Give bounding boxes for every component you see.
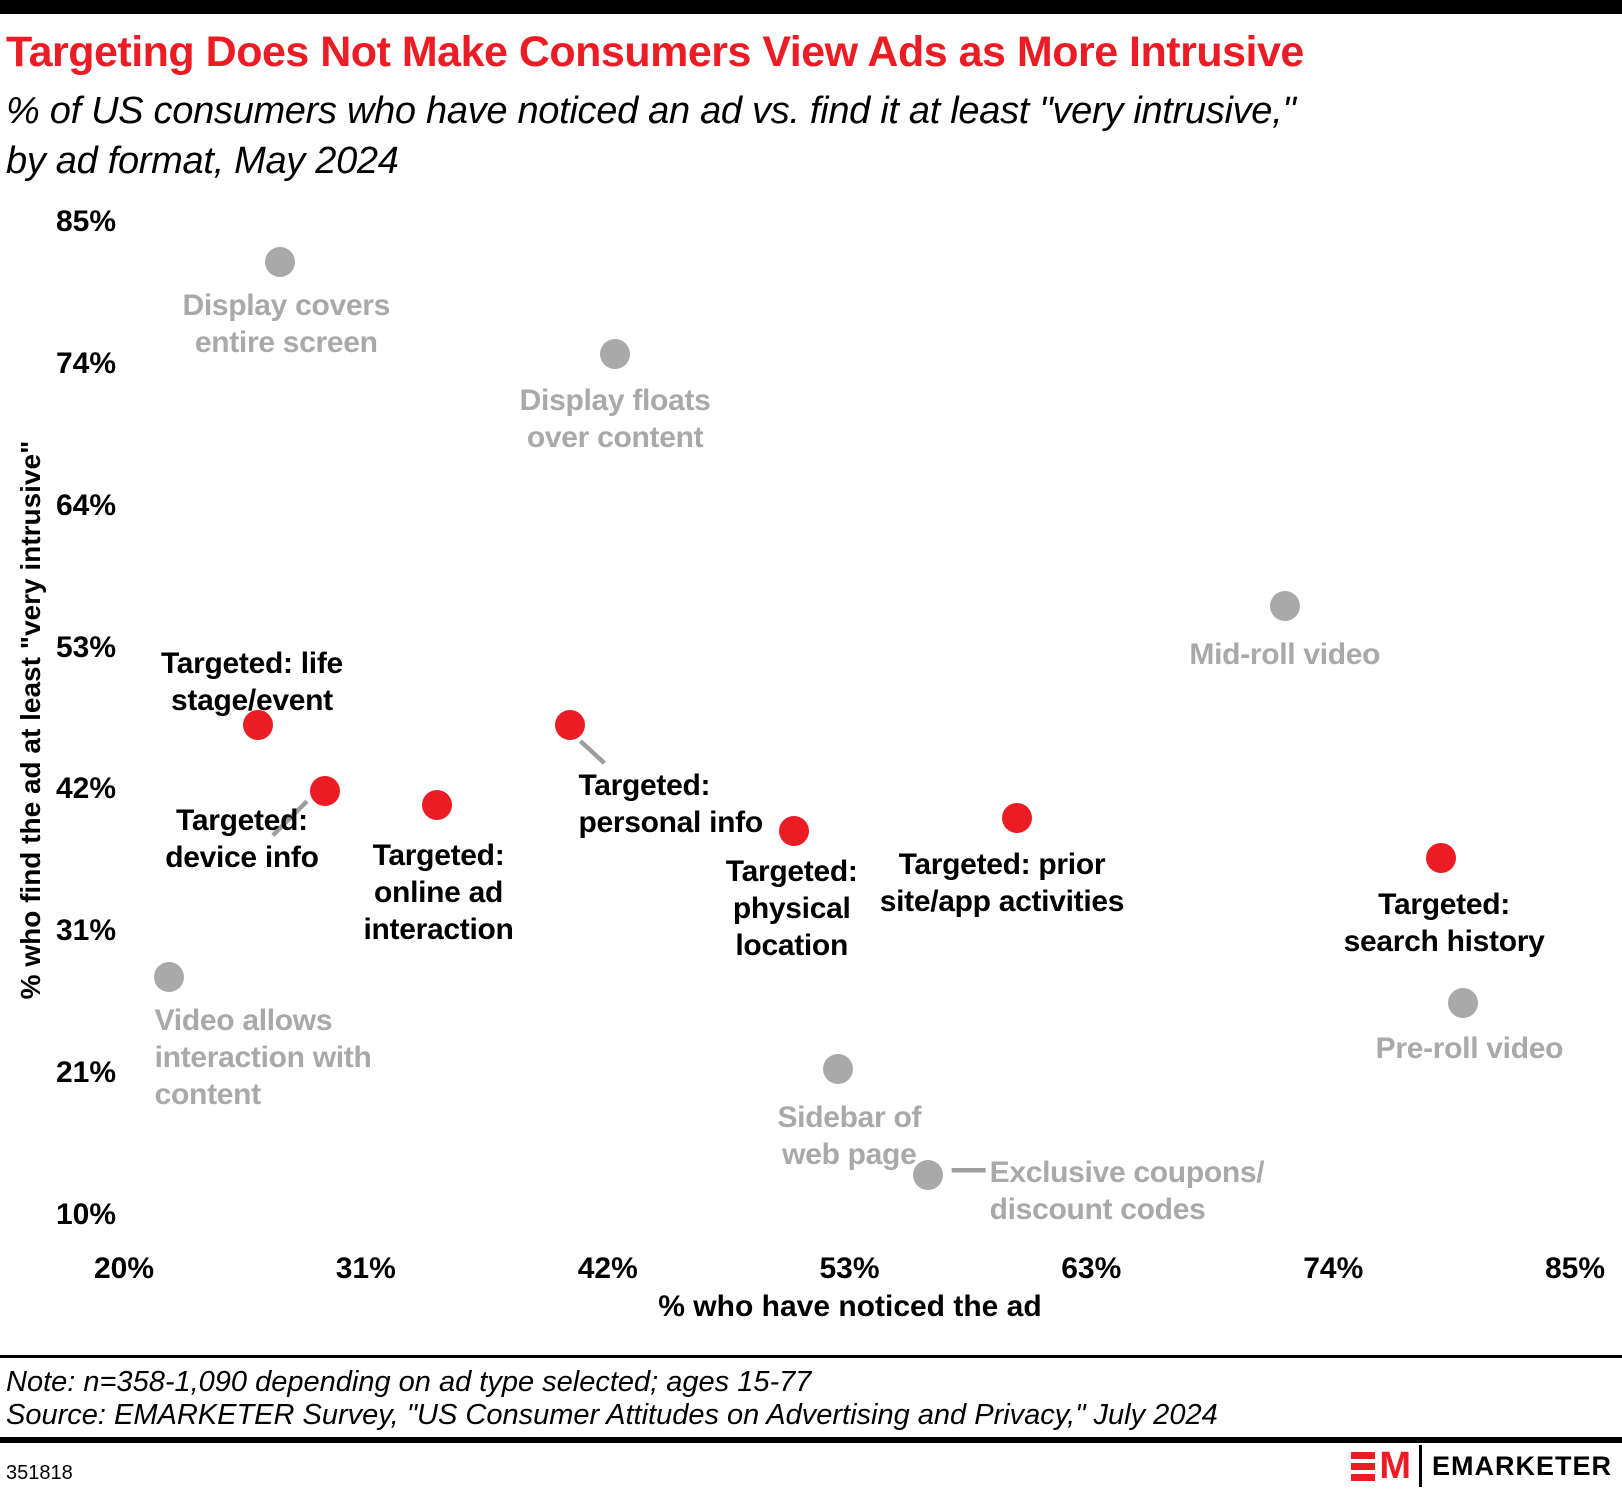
label-sidebar-of-web-page: Sidebar of web page xyxy=(777,1101,922,1172)
point-pre-roll-video xyxy=(1448,988,1479,1019)
logo-divider xyxy=(1418,1445,1422,1487)
x-tick-63%: 63% xyxy=(1061,1252,1122,1285)
label-mid-roll-video: Mid-roll video xyxy=(1189,637,1381,671)
label-targeted-prior-site-app-activities: Targeted: prior site/app activities xyxy=(879,847,1125,918)
point-targeted-device-info xyxy=(309,776,340,807)
x-tick-74%: 74% xyxy=(1303,1252,1364,1285)
logo-wordmark: EMARKETER xyxy=(1431,1450,1612,1481)
label-targeted-personal-info: Targeted: personal info xyxy=(578,769,763,840)
note-text: Note: n=358-1,090 depending on ad type s… xyxy=(6,1366,812,1398)
label-video-allows-interaction-with-content: Video allows interaction with content xyxy=(154,1003,372,1111)
logo-m-letter: M xyxy=(1379,1445,1411,1487)
x-axis-title: % who have noticed the ad xyxy=(658,1290,1042,1323)
y-tick-10%: 10% xyxy=(56,1198,117,1231)
point-sidebar-of-web-page xyxy=(823,1054,854,1085)
point-display-floats-over-content xyxy=(600,339,631,370)
label-targeted-physical-location: Targeted: physical location xyxy=(725,855,858,963)
chart-subtitle: % of US consumers who have noticed an ad… xyxy=(6,86,1606,186)
point-targeted-life-stage-event xyxy=(242,710,273,741)
y-tick-74%: 74% xyxy=(56,346,117,380)
subtitle-line-2: by ad format, May 2024 xyxy=(6,140,399,182)
y-tick-53%: 53% xyxy=(56,630,117,664)
x-tick-20%: 20% xyxy=(93,1252,155,1285)
x-tick-53%: 53% xyxy=(819,1252,880,1285)
point-targeted-online-ad-interaction xyxy=(421,789,452,820)
label-targeted-search-history: Targeted: search history xyxy=(1343,887,1545,958)
top-black-bar xyxy=(0,0,1622,14)
point-exclusive-coupons-discount-codes xyxy=(912,1160,943,1191)
label-targeted-online-ad-interaction: Targeted: online ad interaction xyxy=(363,838,514,946)
y-axis-title: % who find the ad at least "very intrusi… xyxy=(15,440,46,1000)
label-targeted-life-stage-event: Targeted: life stage/event xyxy=(160,647,343,718)
logo-e-icon xyxy=(1351,1450,1376,1483)
label-display-covers-entire-screen: Display covers entire screen xyxy=(182,288,391,359)
point-targeted-prior-site-app-activities xyxy=(1001,802,1032,833)
y-tick-21%: 21% xyxy=(56,1056,117,1090)
source-text: Source: EMARKETER Survey, "US Consumer A… xyxy=(6,1399,1218,1431)
y-tick-85%: 85% xyxy=(56,205,117,238)
point-display-covers-entire-screen xyxy=(265,246,296,277)
label-targeted-device-info: Targeted: device info xyxy=(165,804,319,875)
point-targeted-personal-info xyxy=(555,710,586,741)
point-video-allows-interaction-with-content xyxy=(153,961,184,992)
y-tick-31%: 31% xyxy=(56,914,117,948)
point-targeted-physical-location xyxy=(778,816,809,847)
emarketer-logo: M EMARKETER xyxy=(1351,1445,1612,1487)
footnote-block: Note: n=358-1,090 depending on ad type s… xyxy=(6,1366,1606,1432)
label-exclusive-coupons-discount-codes: Exclusive coupons/ discount codes xyxy=(989,1156,1265,1227)
footer-divider-thick xyxy=(0,1437,1622,1443)
page-title: Targeting Does Not Make Consumers View A… xyxy=(6,28,1304,76)
chart-id: 351818 xyxy=(6,1462,73,1484)
y-tick-42%: 42% xyxy=(56,772,117,806)
point-targeted-search-history xyxy=(1426,842,1457,873)
point-mid-roll-video xyxy=(1269,590,1300,621)
footer-divider-thin xyxy=(0,1355,1622,1358)
x-tick-42%: 42% xyxy=(577,1252,638,1285)
subtitle-line-1: % of US consumers who have noticed an ad… xyxy=(6,90,1296,132)
x-tick-85%: 85% xyxy=(1544,1252,1606,1285)
x-tick-31%: 31% xyxy=(335,1252,396,1285)
y-tick-64%: 64% xyxy=(56,488,117,522)
label-pre-roll-video: Pre-roll video xyxy=(1375,1032,1564,1066)
label-display-floats-over-content: Display floats over content xyxy=(519,384,711,455)
connector-targeted-personal-info xyxy=(578,739,606,765)
